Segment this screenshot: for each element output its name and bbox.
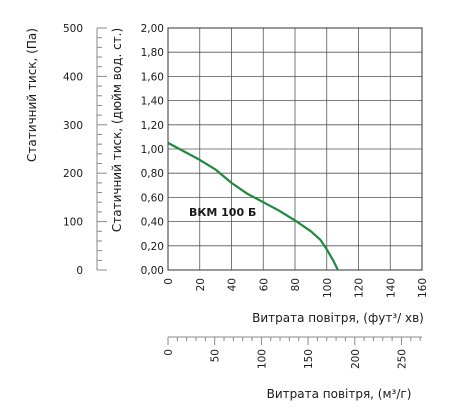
- x-top-tick-label: 120: [354, 278, 366, 298]
- y-inner-tick-label: 0,80: [141, 168, 164, 180]
- x-top-tick-label: 20: [195, 278, 207, 291]
- series-layer: [167, 141, 339, 271]
- y-inner-tick-label: 1,80: [141, 47, 164, 59]
- series-line: [167, 141, 339, 271]
- y-outer-tick-label: 500: [63, 23, 83, 35]
- y-inner-tick-label: 0,60: [141, 192, 164, 204]
- y-inner-tick-label: 2,00: [141, 23, 164, 35]
- y-outer-tick-label: 200: [63, 168, 83, 180]
- x-bottom-tick-label: 0: [163, 349, 175, 356]
- x-top-tick-label: 100: [322, 278, 334, 298]
- y-outer-axis-title: Статичний тиск, (Па): [25, 28, 39, 162]
- x-top-tick-label: 80: [290, 278, 302, 291]
- y-outer-tick-label: 300: [63, 120, 83, 132]
- x-top-tick-label: 40: [227, 278, 239, 291]
- x-bottom-tick-label: 250: [396, 349, 408, 369]
- x-bottom-axis-title: Витрата повітря, (м³/г): [267, 387, 412, 401]
- y-outer-tick-label: 0: [76, 265, 83, 277]
- x-bottom-tick-label: 50: [210, 349, 222, 362]
- tick-labels: 0,00 0,20 0,40 0,60 0,80 1,00 1,20 1,40 1,60 1,80…: [63, 23, 429, 369]
- y-inner-axis-title: Статичний тиск, (дюйм вод. ст.): [110, 28, 124, 232]
- plot-grid: [167, 27, 423, 271]
- x-bottom-tick-label: 200: [350, 349, 362, 369]
- y-inner-tick-label: 1,60: [141, 71, 164, 83]
- y-inner-tick-label: 0,40: [141, 217, 164, 229]
- x-top-tick-label: 160: [417, 278, 429, 298]
- y-inner-tick-label: 0,20: [141, 241, 164, 253]
- plot-frame: [167, 27, 423, 271]
- x-bottom-tick-label: 100: [256, 349, 268, 369]
- x-top-axis-title: Витрата повітря, (фут³/ хв): [252, 311, 424, 325]
- y-inner-tick-label: 1,40: [141, 96, 164, 108]
- x-top-tick-label: 60: [258, 278, 270, 291]
- x-top-tick-label: 140: [385, 278, 397, 298]
- y-inner-tick-label: 0,00: [141, 265, 164, 277]
- y-inner-tick-label: 1,00: [141, 144, 164, 156]
- x-bottom-tick-label: 150: [303, 349, 315, 369]
- y-outer-tick-label: 400: [63, 71, 83, 83]
- y-inner-tick-label: 1,20: [141, 120, 164, 132]
- series-label: ВКМ 100 Б: [189, 206, 256, 219]
- y-outer-tick-label: 100: [63, 217, 83, 229]
- axes: [96, 27, 423, 345]
- x-top-tick-label: 0: [163, 278, 175, 285]
